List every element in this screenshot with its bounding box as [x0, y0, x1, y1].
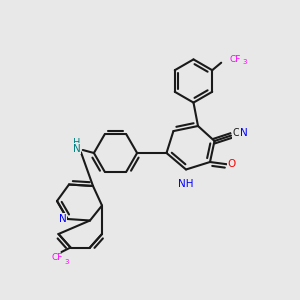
- Text: N: N: [73, 143, 81, 154]
- Text: N: N: [240, 128, 248, 138]
- Text: 3: 3: [64, 259, 69, 265]
- Text: CF: CF: [230, 55, 241, 64]
- Text: H: H: [73, 137, 80, 148]
- Text: C: C: [233, 128, 239, 138]
- Text: NH: NH: [178, 179, 194, 189]
- Text: 3: 3: [243, 58, 247, 64]
- Text: O: O: [228, 159, 236, 170]
- Text: N: N: [59, 214, 67, 224]
- Text: CF: CF: [52, 254, 63, 262]
